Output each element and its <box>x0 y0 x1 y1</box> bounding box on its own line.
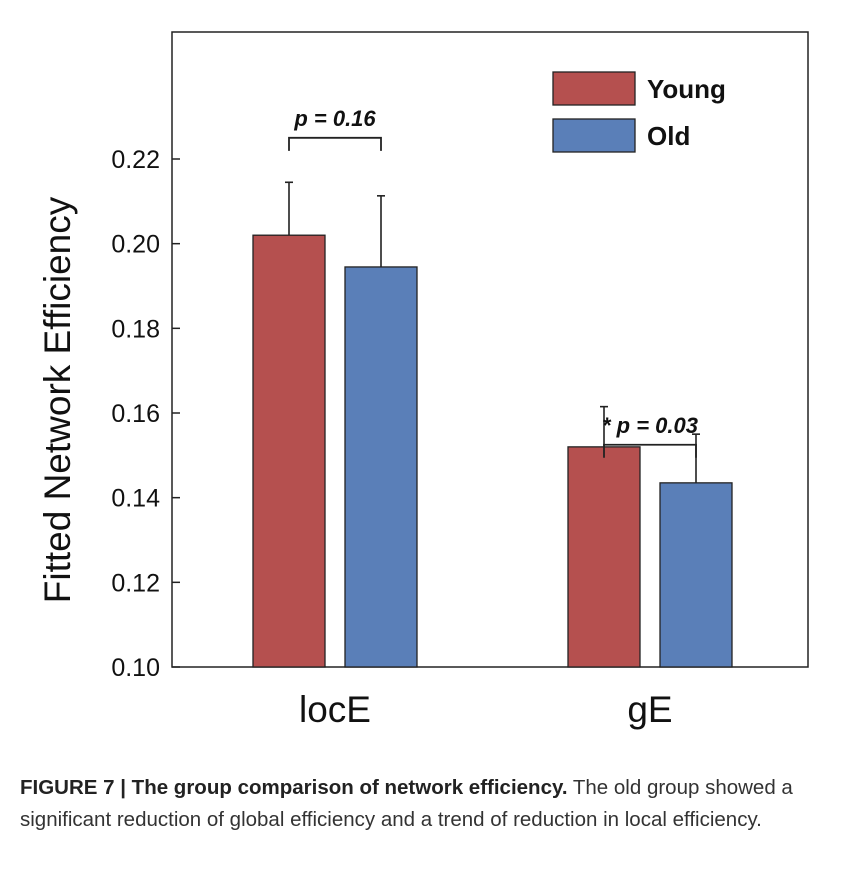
y-axis-label: Fitted Network Efficiency <box>37 196 78 603</box>
p-value-label: * p = 0.03 <box>602 413 698 438</box>
y-tick-label: 0.16 <box>111 400 160 428</box>
y-tick-label: 0.22 <box>111 146 160 174</box>
significance-bracket <box>603 443 697 458</box>
figure-caption: FIGURE 7 | The group comparison of netwo… <box>20 772 834 836</box>
bars <box>252 234 733 668</box>
y-axis: 0.10 0.12 0.14 0.16 0.18 0.20 0.22 <box>111 146 180 682</box>
legend-label: Young <box>647 74 726 104</box>
bar-young-gE <box>567 446 641 668</box>
error-bars <box>285 181 700 483</box>
bar-old-locE <box>344 266 418 668</box>
plot-frame <box>171 31 809 668</box>
y-tick-label: 0.12 <box>111 569 160 597</box>
legend-swatch-young <box>552 71 636 106</box>
p-value-label: p = 0.16 <box>293 106 376 131</box>
bar-old-gE <box>659 482 733 668</box>
y-tick-label: 0.10 <box>111 654 160 682</box>
bar-young-locE <box>252 234 326 668</box>
y-tick-label: 0.18 <box>111 315 160 343</box>
x-tick-label: locE <box>299 689 371 730</box>
y-tick-label: 0.14 <box>111 485 160 513</box>
y-tick-label: 0.20 <box>111 231 160 259</box>
legend-label: Old <box>647 121 690 151</box>
significance-bracket <box>288 136 382 151</box>
x-axis: locE gE <box>299 689 673 730</box>
caption-text: The old group showed a significant reduc… <box>20 776 793 831</box>
bar-chart: 0.10 0.12 0.14 0.16 0.18 0.20 0.22 locE gE p = … <box>37 31 809 730</box>
x-tick-label: gE <box>627 689 672 730</box>
legend-swatch-old <box>552 118 636 153</box>
legend: Young Old <box>552 71 726 153</box>
significance-annotations: p = 0.16 * p = 0.03 <box>288 106 698 458</box>
caption-label: FIGURE 7 | The group comparison of netwo… <box>20 776 568 799</box>
